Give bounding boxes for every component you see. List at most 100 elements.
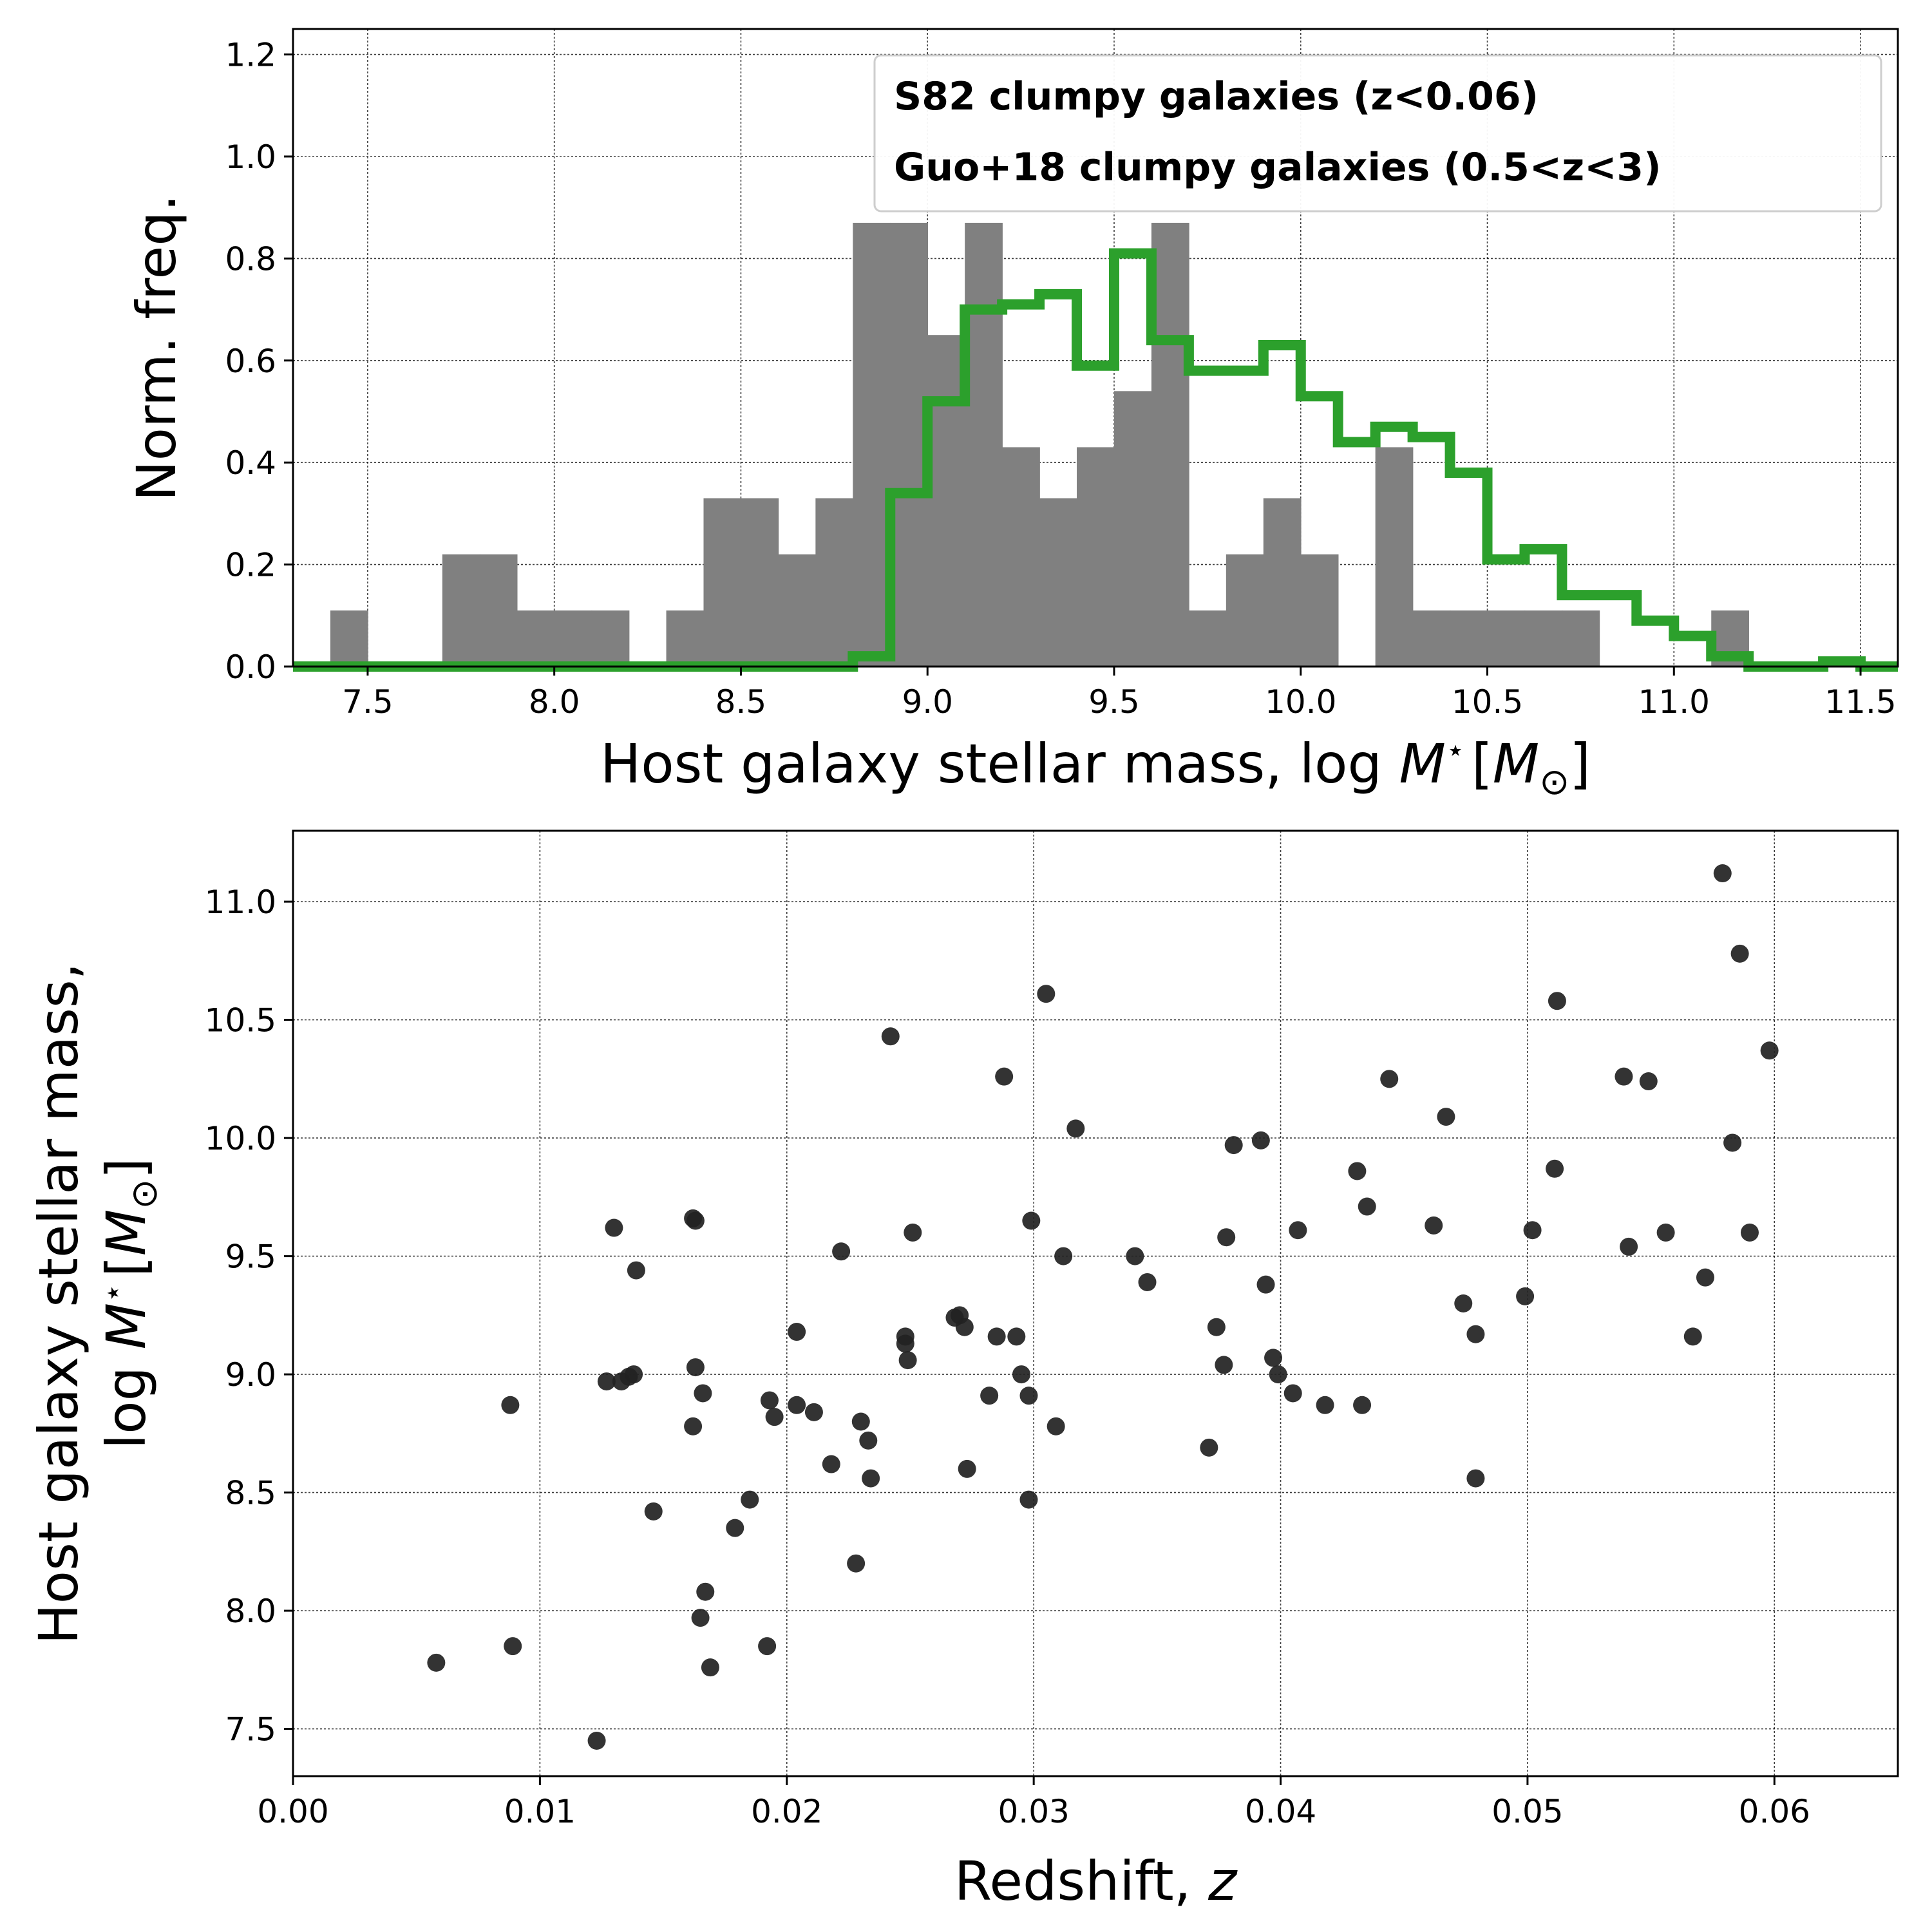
- scatter-point: [804, 1403, 823, 1421]
- scatter-point: [1696, 1268, 1714, 1287]
- histogram-bar: [1002, 447, 1040, 667]
- scatter-y-ticks: 7.5 8.0 8.5 9.0 9.5 10.0 10.5 11.0: [205, 884, 293, 1748]
- histogram-bar: [890, 222, 929, 667]
- histogram-bar: [1450, 610, 1488, 667]
- scatter-point: [1269, 1365, 1287, 1384]
- scatter-point: [1683, 1327, 1702, 1346]
- scatter-point: [1264, 1349, 1283, 1367]
- scatter-point: [1022, 1211, 1041, 1230]
- histogram-bar: [815, 498, 854, 667]
- scatter-point: [1200, 1438, 1218, 1457]
- histogram-bar: [853, 222, 891, 667]
- histogram-x-tick-label: 9.0: [902, 683, 953, 721]
- scatter-point: [1046, 1417, 1065, 1435]
- histogram-x-tick-label: 7.5: [342, 683, 393, 721]
- scatter-x-tick-label: 0.05: [1492, 1793, 1563, 1830]
- histogram-bar: [1412, 610, 1451, 667]
- scatter-point: [701, 1658, 719, 1677]
- histogram-bar: [666, 610, 705, 667]
- histogram-x-tick-label: 9.5: [1088, 683, 1140, 721]
- scatter-frame: [292, 829, 1899, 1777]
- histogram-bar: [1562, 610, 1600, 667]
- scatter-y-tick-label: 7.5: [225, 1711, 276, 1748]
- scatter-point: [696, 1582, 715, 1601]
- scatter-points: [427, 864, 1779, 1750]
- scatter-panel: 0.00 0.01 0.02 0.03 0.04 0.05 0.06 7.5 8.0 8.5 9.…: [27, 829, 1899, 1913]
- scatter-point: [1012, 1365, 1030, 1384]
- scatter-point: [741, 1490, 759, 1509]
- scatter-point: [904, 1223, 922, 1242]
- legend-entry-guo18: Guo+18 clumpy galaxies (0.5<z<3): [894, 145, 1662, 190]
- scatter-point: [760, 1391, 779, 1410]
- legend-box: [873, 54, 1882, 213]
- scatter-point: [1019, 1387, 1038, 1405]
- scatter-x-tick-label: 0.00: [257, 1793, 328, 1830]
- scatter-point: [995, 1067, 1014, 1086]
- scatter-point: [1215, 1356, 1233, 1374]
- scatter-point: [1126, 1247, 1144, 1265]
- histogram-y-tick-label: 0.6: [225, 343, 276, 380]
- scatter-point: [1037, 985, 1056, 1003]
- scatter-point: [1639, 1072, 1658, 1091]
- scatter-point: [686, 1211, 705, 1230]
- scatter-point: [1516, 1287, 1535, 1305]
- scatter-point: [684, 1417, 703, 1435]
- scatter-point: [1348, 1162, 1367, 1180]
- histogram-bar: [1375, 447, 1414, 667]
- histogram-bar: [1524, 610, 1563, 667]
- histogram-y-tick-label: 1.2: [225, 37, 276, 74]
- scatter-y-axis-label-line1: Host galaxy stellar mass,: [27, 963, 90, 1645]
- scatter-point: [788, 1396, 806, 1414]
- histogram-bar: [516, 610, 555, 667]
- histogram-bar: [1039, 498, 1077, 667]
- scatter-point: [1425, 1216, 1443, 1235]
- scatter-point: [1380, 1070, 1399, 1088]
- scatter-point: [627, 1261, 645, 1280]
- scatter-point: [1066, 1119, 1085, 1138]
- scatter-point: [597, 1372, 616, 1391]
- scatter-point: [847, 1554, 866, 1573]
- histogram-bar: [1300, 554, 1339, 667]
- scatter-x-ticks: 0.00 0.01 0.02 0.03 0.04 0.05 0.06: [257, 1776, 1810, 1830]
- histogram-x-tick-label: 8.0: [529, 683, 580, 721]
- scatter-point: [1207, 1318, 1226, 1336]
- scatter-point: [605, 1218, 623, 1237]
- scatter-y-tick-label: 9.0: [225, 1356, 276, 1394]
- scatter-point: [881, 1027, 900, 1046]
- histogram-x-tick-label: 10.0: [1265, 683, 1336, 721]
- scatter-point: [1466, 1325, 1485, 1343]
- histogram-bar: [1151, 222, 1189, 667]
- scatter-point: [1523, 1221, 1542, 1240]
- histogram-bar: [1188, 610, 1227, 667]
- histogram-x-axis-label: Host galaxy stellar mass, log M⋆ [M⊙]: [600, 732, 1591, 803]
- scatter-point: [694, 1384, 712, 1403]
- scatter-point: [1713, 864, 1732, 883]
- histogram-y-tick-label: 0.0: [225, 649, 276, 686]
- scatter-point: [625, 1365, 643, 1384]
- scatter-point: [1138, 1273, 1157, 1291]
- histogram-bar: [703, 498, 742, 667]
- scatter-y-tick-label: 8.5: [225, 1475, 276, 1512]
- histogram-y-tick-label: 1.0: [225, 138, 276, 176]
- scatter-point: [1358, 1197, 1376, 1216]
- scatter-x-tick-label: 0.06: [1739, 1793, 1810, 1830]
- scatter-point: [686, 1358, 705, 1377]
- histogram-y-tick-label: 0.4: [225, 444, 276, 482]
- histogram-s82-bars: [330, 222, 1749, 667]
- histogram-bar: [741, 498, 779, 667]
- histogram-bar: [1113, 391, 1152, 667]
- scatter-point: [896, 1327, 914, 1346]
- scatter-x-tick-label: 0.04: [1245, 1793, 1316, 1830]
- scatter-y-tick-label: 9.5: [225, 1238, 276, 1276]
- scatter-point: [851, 1412, 870, 1431]
- scatter-point: [726, 1519, 744, 1537]
- scatter-x-axis-label: Redshift, z: [954, 1850, 1238, 1913]
- scatter-point: [1437, 1108, 1455, 1126]
- scatter-point: [758, 1637, 777, 1656]
- scatter-point: [1353, 1396, 1372, 1414]
- scatter-point: [862, 1469, 880, 1488]
- histogram-bar: [927, 335, 965, 667]
- histogram-y-tick-label: 0.2: [225, 547, 276, 584]
- histogram-bar: [965, 222, 1003, 667]
